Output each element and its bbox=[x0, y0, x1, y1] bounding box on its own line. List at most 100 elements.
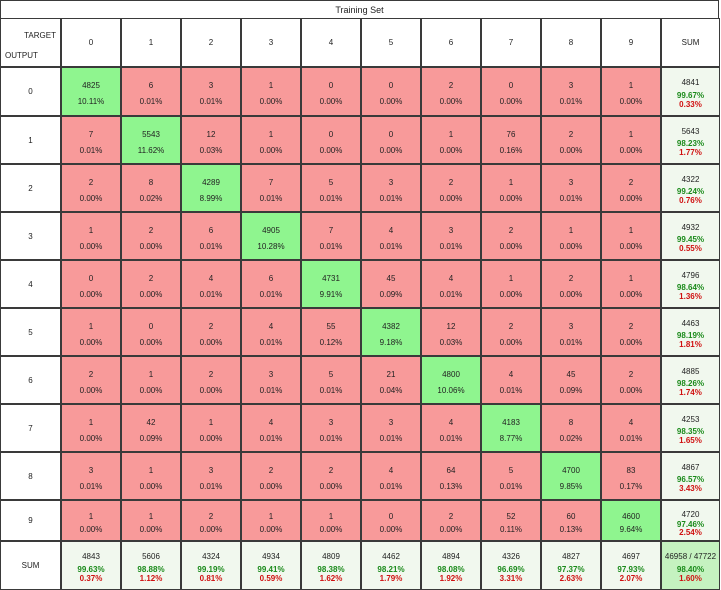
cell-percent: 0.01% bbox=[379, 433, 403, 443]
col-sum-count: 5606 bbox=[142, 552, 160, 562]
cell-percent: 11.62% bbox=[137, 145, 165, 155]
cell-percent: 0.01% bbox=[259, 385, 283, 395]
col-sum-correct: 99.41% bbox=[257, 564, 285, 574]
cell-count: 0 bbox=[388, 81, 394, 91]
cell-count: 1 bbox=[88, 417, 94, 427]
col-sum-cell: 4697 97.93% 2.07% bbox=[601, 541, 661, 590]
cell-count: 2 bbox=[208, 511, 214, 521]
cell-percent: 0.00% bbox=[379, 525, 403, 535]
cell-count: 7 bbox=[328, 225, 334, 235]
matrix-cell: 4905 10.28% bbox=[241, 212, 301, 260]
cell-percent: 0.00% bbox=[199, 525, 223, 535]
cell-count: 1 bbox=[148, 511, 154, 521]
cell-percent: 0.00% bbox=[139, 481, 163, 491]
cell-percent: 0.00% bbox=[79, 385, 103, 395]
cell-count: 2 bbox=[148, 273, 154, 283]
matrix-cell: 12 0.03% bbox=[421, 308, 481, 356]
cell-count: 0 bbox=[328, 129, 334, 139]
matrix-cell: 2 0.00% bbox=[61, 164, 121, 212]
cell-percent: 0.01% bbox=[259, 337, 283, 347]
matrix-cell: 52 0.11% bbox=[481, 500, 541, 541]
matrix-cell: 55 0.12% bbox=[301, 308, 361, 356]
col-sum-error: 1.62% bbox=[319, 573, 343, 583]
cell-count: 2 bbox=[568, 273, 574, 283]
row-sum-error: 0.55% bbox=[679, 244, 702, 254]
col-sum-error: 0.81% bbox=[199, 573, 223, 583]
matrix-cell: 1 0.00% bbox=[241, 67, 301, 116]
output-axis-label: OUTPUT bbox=[5, 51, 38, 60]
cell-count: 1 bbox=[148, 465, 154, 475]
matrix-cell: 4 0.01% bbox=[241, 404, 301, 452]
col-header: 4 bbox=[301, 18, 361, 67]
matrix-cell: 1 0.00% bbox=[481, 260, 541, 308]
cell-count: 1 bbox=[328, 511, 334, 521]
cell-count: 1 bbox=[448, 129, 454, 139]
matrix-cell: 1 0.00% bbox=[121, 500, 181, 541]
matrix-cell: 64 0.13% bbox=[421, 452, 481, 500]
row-sum-correct: 99.67% bbox=[676, 90, 705, 100]
row-sum-count: 4253 bbox=[681, 415, 700, 425]
cell-count: 6 bbox=[148, 81, 154, 91]
cell-count: 12 bbox=[206, 129, 216, 139]
matrix-cell: 2 0.00% bbox=[481, 308, 541, 356]
matrix-cell: 12 0.03% bbox=[181, 116, 241, 164]
matrix-cell: 3 0.01% bbox=[361, 404, 421, 452]
col-header: 7 bbox=[481, 18, 541, 67]
matrix-cell: 1 0.00% bbox=[61, 212, 121, 260]
sum-col-header: SUM bbox=[661, 18, 720, 67]
col-sum-correct: 98.08% bbox=[437, 564, 465, 574]
cell-percent: 0.00% bbox=[259, 525, 283, 535]
matrix-cell: 4 0.01% bbox=[361, 452, 421, 500]
cell-percent: 0.01% bbox=[379, 241, 403, 251]
cell-count: 55 bbox=[326, 321, 336, 331]
col-sum-correct: 99.19% bbox=[197, 564, 225, 574]
matrix-cell: 1 0.00% bbox=[601, 212, 661, 260]
col-sum-error: 3.31% bbox=[499, 573, 523, 583]
cell-percent: 9.64% bbox=[619, 525, 643, 535]
row-header: 9 bbox=[0, 500, 61, 541]
matrix-cell: 2 0.00% bbox=[241, 452, 301, 500]
matrix-cell: 4 0.01% bbox=[181, 260, 241, 308]
total-cell: 46958 / 47722 98.40% 1.60% bbox=[661, 541, 720, 590]
cell-count: 1 bbox=[88, 321, 94, 331]
col-sum-count: 4894 bbox=[442, 552, 460, 562]
row-header: 3 bbox=[0, 212, 61, 260]
matrix-cell: 3 0.01% bbox=[541, 164, 601, 212]
row-header: 4 bbox=[0, 260, 61, 308]
row-sum-cell: 4322 99.24% 0.76% bbox=[661, 164, 720, 212]
cell-percent: 0.01% bbox=[319, 433, 343, 443]
row-sum-count: 4885 bbox=[681, 367, 700, 377]
cell-percent: 0.01% bbox=[319, 241, 343, 251]
cell-count: 3 bbox=[388, 177, 394, 187]
col-sum-error: 0.59% bbox=[259, 573, 283, 583]
cell-percent: 0.03% bbox=[199, 145, 223, 155]
cell-percent: 0.00% bbox=[499, 337, 523, 347]
cell-percent: 0.00% bbox=[499, 289, 523, 299]
row-sum-correct: 98.64% bbox=[676, 283, 705, 293]
cell-count: 3 bbox=[568, 321, 574, 331]
cell-percent: 0.01% bbox=[199, 289, 223, 299]
matrix-cell: 3 0.01% bbox=[61, 452, 121, 500]
matrix-cell: 2 0.00% bbox=[301, 452, 361, 500]
col-sum-error: 1.12% bbox=[139, 573, 163, 583]
cell-count: 2 bbox=[628, 177, 634, 187]
cell-percent: 0.00% bbox=[379, 97, 403, 107]
cell-count: 5 bbox=[508, 465, 514, 475]
cell-percent: 0.01% bbox=[199, 97, 223, 107]
cell-count: 0 bbox=[88, 273, 94, 283]
cell-count: 4 bbox=[508, 369, 514, 379]
col-sum-cell: 4462 98.21% 1.79% bbox=[361, 541, 421, 590]
cell-count: 4 bbox=[268, 417, 274, 427]
col-sum-error: 2.63% bbox=[559, 573, 583, 583]
matrix-cell: 60 0.13% bbox=[541, 500, 601, 541]
cell-percent: 0.01% bbox=[199, 481, 223, 491]
cell-count: 2 bbox=[88, 369, 94, 379]
cell-count: 52 bbox=[506, 511, 516, 521]
cell-count: 4382 bbox=[382, 321, 400, 331]
cell-count: 21 bbox=[386, 369, 396, 379]
cell-count: 2 bbox=[148, 225, 154, 235]
cell-count: 1 bbox=[628, 273, 634, 283]
cell-percent: 0.00% bbox=[439, 145, 463, 155]
cell-percent: 8.99% bbox=[199, 193, 223, 203]
cell-percent: 0.00% bbox=[619, 97, 643, 107]
